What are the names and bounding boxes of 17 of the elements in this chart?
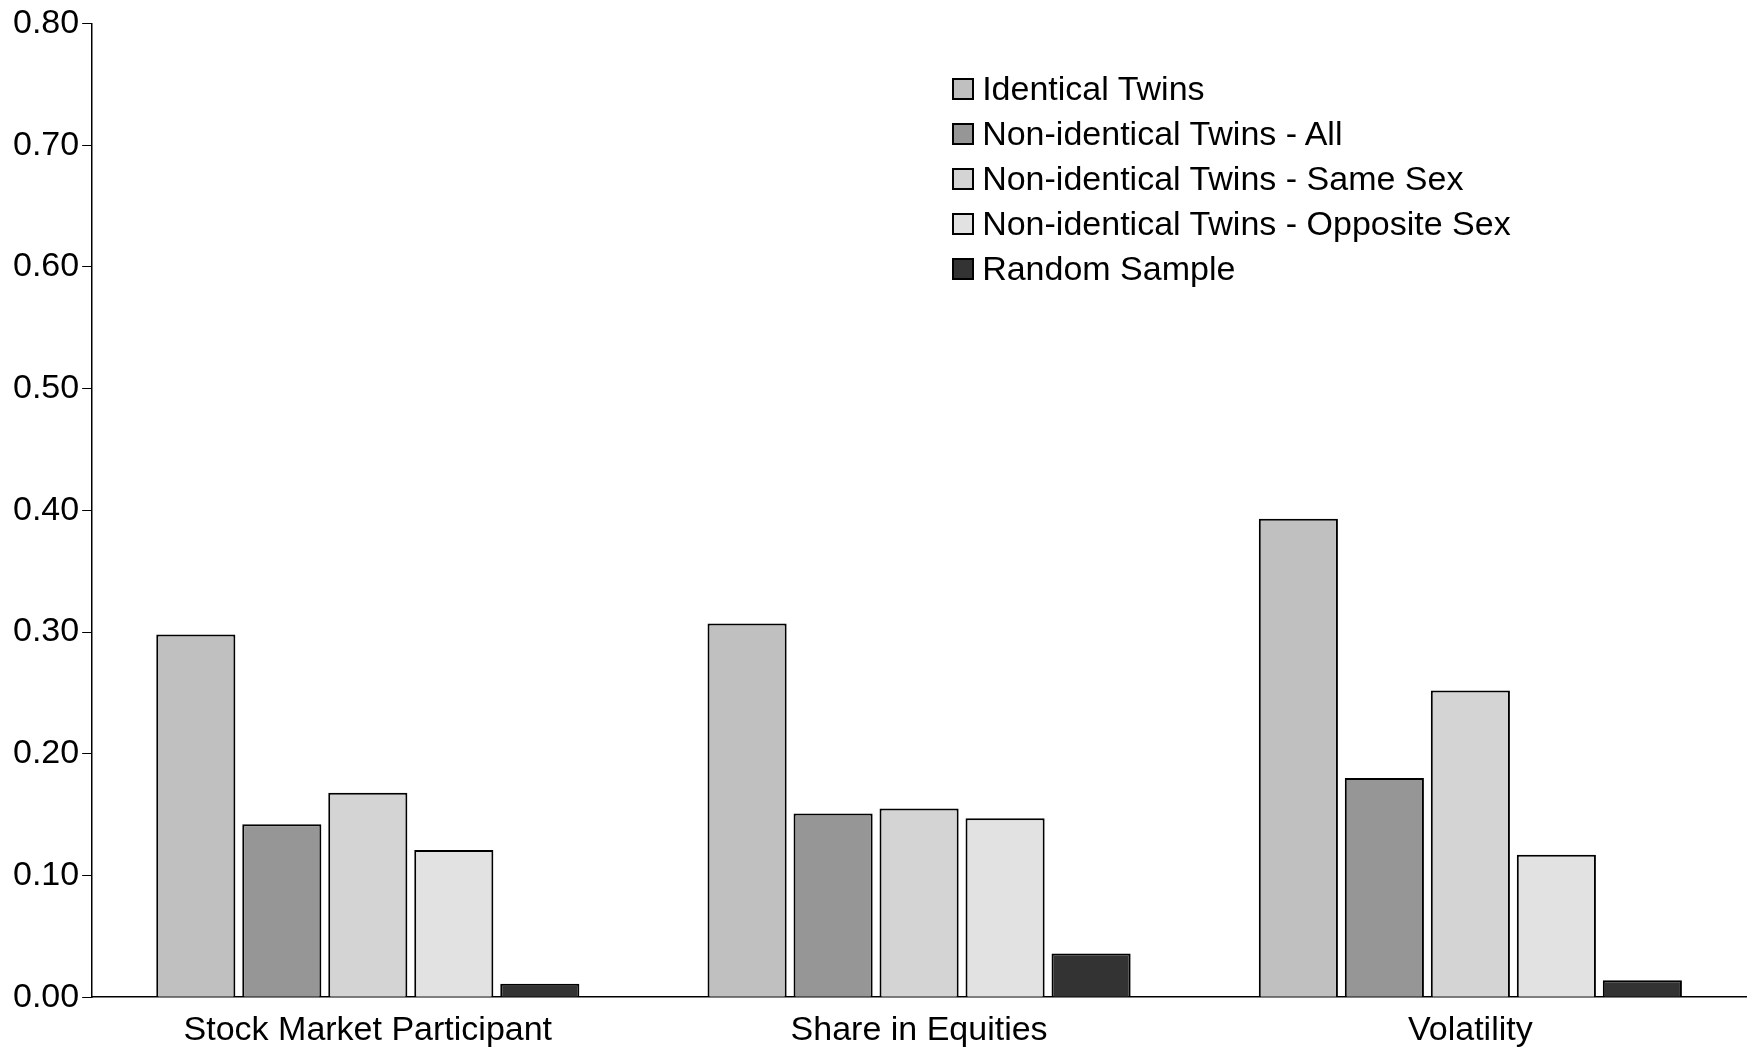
y-tick-label: 0.40 [12, 488, 80, 527]
y-tick-label: 0.50 [12, 366, 80, 405]
y-tick-label: 0.10 [12, 853, 80, 892]
legend-label: Non-identical Twins - All [982, 114, 1343, 154]
y-tick-label: 0.00 [12, 975, 80, 1014]
y-tick-label: 0.30 [12, 610, 80, 649]
legend-label: Non-identical Twins - Same Sex [982, 159, 1464, 199]
x-tick-label: Share in Equities [790, 1008, 1048, 1047]
legend-label: Non-identical Twins - Opposite Sex [982, 204, 1511, 244]
x-tick-label: Volatility [1408, 1008, 1533, 1047]
x-tick-label: Stock Market Participant [183, 1008, 553, 1047]
legend-label: Identical Twins [982, 69, 1205, 109]
y-tick-label: 0.70 [12, 123, 80, 162]
y-tick-label: 0.80 [12, 1, 80, 40]
y-tick-label: 0.60 [12, 245, 80, 284]
legend-label: Random Sample [982, 249, 1236, 289]
y-tick-label: 0.20 [12, 732, 80, 771]
